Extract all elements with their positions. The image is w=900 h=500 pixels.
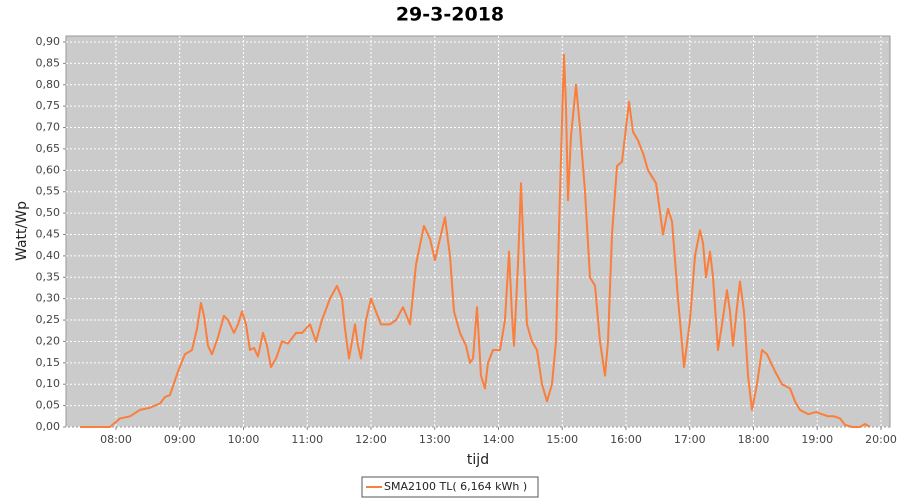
y-tick-label: 0,40 xyxy=(36,249,61,262)
y-tick-label: 0,65 xyxy=(36,142,61,155)
y-tick-label: 0,35 xyxy=(36,270,61,283)
x-tick-label: 15:00 xyxy=(546,433,578,446)
x-tick-label: 12:00 xyxy=(355,433,387,446)
y-tick-label: 0,25 xyxy=(36,313,61,326)
y-tick-label: 0,05 xyxy=(36,399,61,412)
y-tick-label: 0,75 xyxy=(36,99,61,112)
chart-title: 29-3-2018 xyxy=(396,4,504,26)
y-tick-label: 0,45 xyxy=(36,227,61,240)
x-tick-label: 19:00 xyxy=(801,433,833,446)
x-tick-label: 08:00 xyxy=(100,433,132,446)
x-axis-label: tijd xyxy=(467,452,489,468)
y-tick-label: 0,60 xyxy=(36,163,61,176)
y-axis-label: Watt/Wp xyxy=(14,201,30,261)
plot-area xyxy=(65,35,891,428)
x-tick-label: 14:00 xyxy=(483,433,515,446)
data-line xyxy=(79,53,871,428)
x-tick-label: 16:00 xyxy=(610,433,642,446)
y-tick-label: 0,00 xyxy=(36,420,61,433)
legend-box xyxy=(361,476,539,498)
y-tick-label: 0,55 xyxy=(36,185,61,198)
y-tick-label: 0,30 xyxy=(36,292,61,305)
x-tick-label: 09:00 xyxy=(164,433,196,446)
y-tick-label: 0,70 xyxy=(36,121,61,134)
x-tick-label: 10:00 xyxy=(228,433,260,446)
y-tick-label: 0,90 xyxy=(36,35,61,48)
x-tick-label: 20:00 xyxy=(865,433,897,446)
y-tick-label: 0,80 xyxy=(36,78,61,91)
y-tick-label: 0,50 xyxy=(36,206,61,219)
x-tick-label: 11:00 xyxy=(291,433,323,446)
y-tick-label: 0,10 xyxy=(36,377,61,390)
legend-label: SMA2100 TL( 6,164 kWh ) xyxy=(384,480,527,493)
x-tick-label: 13:00 xyxy=(419,433,451,446)
x-tick-label: 17:00 xyxy=(674,433,706,446)
x-tick-label: 18:00 xyxy=(738,433,770,446)
y-tick-label: 0,85 xyxy=(36,56,61,69)
y-tick-label: 0,20 xyxy=(36,334,61,347)
y-tick-label: 0,15 xyxy=(36,356,61,369)
